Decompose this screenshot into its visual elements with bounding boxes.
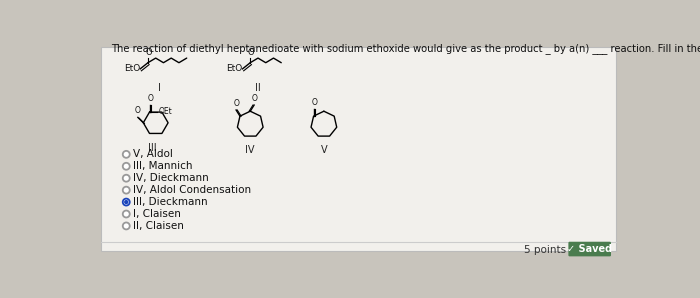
Text: The reaction of diethyl heptanedioate with sodium ethoxide would give as the pro: The reaction of diethyl heptanedioate wi… <box>111 44 700 54</box>
Text: 5 points: 5 points <box>524 245 566 255</box>
Text: II: II <box>255 83 261 93</box>
Text: EtO: EtO <box>124 64 140 73</box>
Text: O: O <box>312 98 317 107</box>
Text: III, Dieckmann: III, Dieckmann <box>133 197 208 207</box>
Text: I: I <box>158 83 161 93</box>
Text: I, Claisen: I, Claisen <box>133 209 181 219</box>
Text: OEt: OEt <box>159 107 173 116</box>
Text: O: O <box>147 94 153 103</box>
Circle shape <box>122 175 130 182</box>
Text: III: III <box>148 143 156 153</box>
FancyBboxPatch shape <box>568 242 611 256</box>
Text: IV, Dieckmann: IV, Dieckmann <box>133 173 209 183</box>
Text: O: O <box>234 99 240 108</box>
Text: IV, Aldol Condensation: IV, Aldol Condensation <box>133 185 251 195</box>
Circle shape <box>122 211 130 218</box>
Text: II, Claisen: II, Claisen <box>133 221 184 231</box>
Circle shape <box>122 223 130 229</box>
Text: III, Mannich: III, Mannich <box>133 161 192 171</box>
Circle shape <box>122 163 130 170</box>
Circle shape <box>122 151 130 158</box>
Text: ✓ Saved: ✓ Saved <box>567 244 612 254</box>
Text: O: O <box>251 94 257 103</box>
Circle shape <box>124 200 128 204</box>
Text: O: O <box>134 106 140 115</box>
Text: V, Aldol: V, Aldol <box>133 149 173 159</box>
Circle shape <box>122 187 130 194</box>
Text: IV: IV <box>246 145 255 155</box>
Text: EtO: EtO <box>226 64 242 73</box>
Text: O: O <box>248 48 254 57</box>
Text: O: O <box>146 48 152 57</box>
Text: V: V <box>321 145 327 155</box>
FancyBboxPatch shape <box>102 47 616 251</box>
Circle shape <box>122 198 130 206</box>
